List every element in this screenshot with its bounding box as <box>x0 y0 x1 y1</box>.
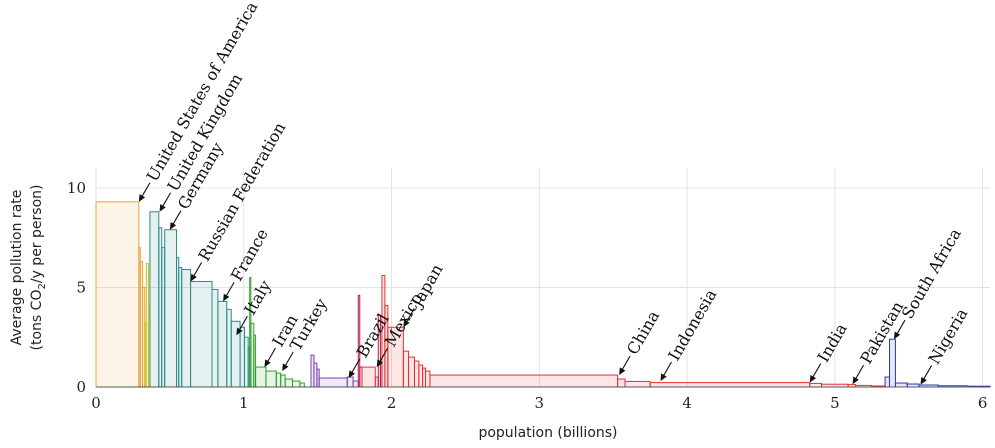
y-axis-title-line2: (tons CO2/y per person) <box>29 185 48 351</box>
x-tick-label: 3 <box>535 394 545 412</box>
annotation-arrowhead <box>282 363 289 372</box>
y-tick-label: 10 <box>67 179 86 197</box>
bar <box>889 338 896 388</box>
bar <box>292 380 301 388</box>
x-tick-label: 1 <box>239 394 249 412</box>
country-label: India <box>814 320 851 366</box>
y-axis-title-prefix: (tons CO <box>29 290 45 351</box>
bar <box>624 380 651 388</box>
bar <box>318 377 348 388</box>
y-tick-label: 0 <box>76 378 86 396</box>
bar <box>809 382 823 388</box>
bar <box>429 374 619 388</box>
bar <box>280 374 286 388</box>
y-tick-label: 5 <box>76 278 86 296</box>
bar <box>884 376 891 388</box>
bar <box>226 308 232 388</box>
annotation-arrowhead <box>138 194 146 202</box>
country-label: Italy <box>240 277 275 318</box>
bar <box>413 360 420 388</box>
bar <box>149 211 160 388</box>
annotation-arrowhead <box>159 204 166 212</box>
bar <box>190 280 213 388</box>
y-axis-title-suffix: /y per person) <box>29 185 45 284</box>
bar <box>181 269 192 388</box>
annotation-arrowhead <box>660 373 667 382</box>
annotation-arrowhead <box>619 367 626 376</box>
bar <box>265 370 277 388</box>
annotation-arrowhead <box>264 359 271 368</box>
bar <box>352 380 359 388</box>
bar <box>408 356 415 388</box>
x-tick-label: 0 <box>91 394 101 412</box>
annotation-arrowhead <box>236 327 243 336</box>
bar <box>211 288 219 388</box>
y-axis-title-subscript: 2 <box>37 283 48 289</box>
bar <box>284 378 294 388</box>
annotation-arrowhead <box>190 273 197 282</box>
annotation-arrowhead <box>852 376 859 385</box>
annotation-arrowhead <box>920 376 927 385</box>
bar <box>361 366 376 388</box>
annotation-arrowhead <box>376 359 384 368</box>
bars <box>95 201 991 388</box>
annotation-arrowhead <box>809 374 816 383</box>
annotation-arrowhead <box>223 293 230 302</box>
annotation-arrowhead <box>169 222 177 230</box>
x-axis-title: population (billions) <box>478 425 617 441</box>
annotation-arrowhead <box>403 319 410 328</box>
bar <box>244 336 249 388</box>
bar <box>299 382 305 388</box>
bar <box>164 229 178 388</box>
tick-labels: 0 1 2 3 4 5 6 0 5 10 <box>67 179 987 412</box>
x-tick-label: 2 <box>387 394 397 412</box>
country-label: China <box>623 307 663 358</box>
country-label: Japan <box>406 261 446 312</box>
annotation-arrowhead <box>348 370 355 379</box>
bar <box>425 370 431 388</box>
x-tick-label: 5 <box>830 394 840 412</box>
bar <box>255 366 267 388</box>
bar <box>239 326 246 388</box>
bar <box>418 364 424 388</box>
y-axis-title: Average pollution rate (tons CO2/y per p… <box>9 185 48 351</box>
country-label: Nigeria <box>924 305 971 368</box>
bar <box>617 378 626 388</box>
y-axis-title-line1: Average pollution rate <box>9 190 25 346</box>
bar <box>402 350 410 388</box>
bar <box>894 382 908 388</box>
country-label: France <box>227 225 272 284</box>
x-tick-label: 4 <box>682 394 692 412</box>
bar <box>275 372 282 388</box>
x-tick-label: 6 <box>978 394 988 412</box>
bar <box>346 376 354 388</box>
country-label: Indonesia <box>664 285 720 363</box>
bar <box>649 382 811 388</box>
bar <box>95 201 140 388</box>
annotation-arrowhead <box>893 331 901 340</box>
bar <box>217 300 228 388</box>
